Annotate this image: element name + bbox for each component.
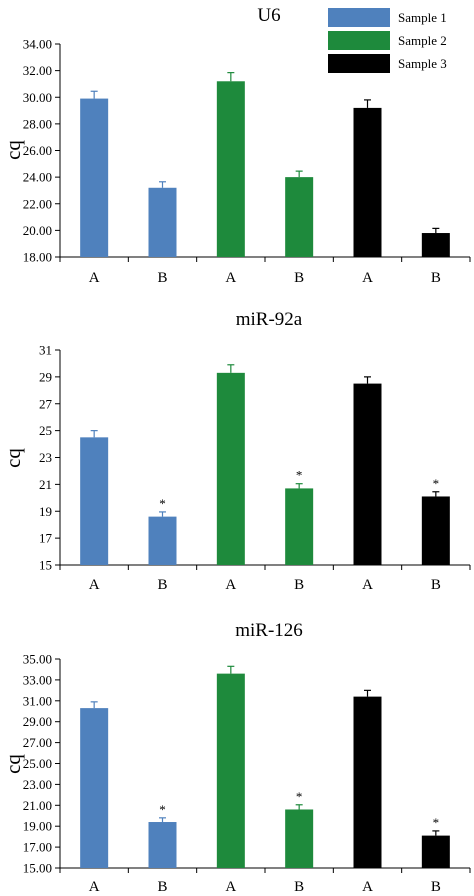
x-tick-label: B — [431, 270, 441, 286]
chart-panel-2: miR-92a cq 15 17 19 21 23 25 27 29 31 A * B A * B A * B — [1, 309, 471, 593]
bar-a-sample-2 — [216, 372, 245, 565]
bar-b-sample-3 — [421, 835, 450, 868]
y-tick-label: 23.00 — [23, 777, 52, 792]
legend: Sample 1 Sample 2 Sample 3 — [328, 8, 447, 73]
bar-b-sample-2 — [285, 488, 314, 565]
y-tick-label: 27 — [39, 396, 53, 411]
x-tick-label: A — [89, 879, 100, 895]
bar-b-sample-1 — [148, 822, 177, 868]
y-tick-label: 25.00 — [23, 756, 52, 771]
chart-panel-1: U6 cq 18.00 20.00 22.00 24.00 26.00 28.00 30.00 3… — [1, 5, 471, 286]
bar-b-sample-1 — [148, 187, 177, 257]
y-tick-label: 26.00 — [23, 143, 52, 158]
x-tick-label: A — [362, 270, 373, 286]
y-tick-label: 31.00 — [23, 693, 52, 708]
chart-title: U6 — [257, 5, 280, 26]
x-tick-label: A — [362, 879, 373, 895]
significance-marker: * — [296, 468, 303, 483]
x-tick-label: A — [225, 270, 236, 286]
bar-b-sample-3 — [421, 233, 450, 257]
y-tick-label: 18.00 — [23, 250, 52, 265]
y-axis-label: cq — [1, 754, 25, 774]
y-tick-label: 32.00 — [23, 63, 52, 78]
y-tick-label: 29 — [39, 369, 52, 384]
bar-a-sample-3 — [353, 696, 382, 868]
y-tick-label: 24.00 — [23, 170, 52, 185]
legend-item: Sample 1 — [328, 8, 447, 27]
y-tick-label: 34.00 — [23, 37, 52, 52]
x-tick-label: B — [157, 577, 167, 593]
y-tick-label: 25 — [39, 423, 52, 438]
y-tick-label: 17 — [39, 531, 53, 546]
x-tick-label: B — [157, 270, 167, 286]
y-axis-label: cq — [1, 448, 25, 468]
bar-a-sample-1 — [80, 708, 109, 868]
chart-title: miR-92a — [236, 309, 303, 330]
bar-a-sample-1 — [80, 437, 109, 565]
x-tick-label: B — [294, 270, 304, 286]
y-tick-label: 20.00 — [23, 223, 52, 238]
y-axis-label: cq — [1, 140, 25, 160]
significance-marker: * — [433, 476, 440, 491]
bar-a-sample-2 — [216, 673, 245, 868]
y-tick-label: 28.00 — [23, 116, 52, 131]
significance-marker: * — [296, 789, 303, 804]
legend-label: Sample 1 — [398, 10, 447, 25]
legend-item: Sample 3 — [328, 54, 447, 73]
legend-label: Sample 3 — [398, 56, 447, 71]
chart-panel-3: miR-126 cq 15.00 17.00 19.00 21.00 23.00 25.00 2… — [1, 620, 471, 895]
y-tick-label: 23 — [39, 450, 52, 465]
bar-a-sample-1 — [80, 98, 109, 257]
bar-a-sample-2 — [216, 81, 245, 258]
legend-swatch — [328, 54, 390, 73]
legend-swatch — [328, 8, 390, 27]
x-tick-label: A — [89, 577, 100, 593]
y-tick-label: 30.00 — [23, 90, 52, 105]
y-tick-label: 15 — [39, 558, 52, 573]
x-tick-label: A — [225, 879, 236, 895]
x-tick-label: B — [294, 577, 304, 593]
legend-item: Sample 2 — [328, 31, 447, 50]
y-tick-label: 17.00 — [23, 840, 52, 855]
y-tick-label: 21.00 — [23, 798, 52, 813]
x-tick-label: B — [431, 577, 441, 593]
chart-title: miR-126 — [235, 620, 303, 641]
y-tick-label: 27.00 — [23, 735, 52, 750]
x-tick-label: A — [225, 577, 236, 593]
y-tick-label: 19 — [39, 504, 52, 519]
x-tick-label: B — [294, 879, 304, 895]
bar-a-sample-3 — [353, 383, 382, 565]
legend-label: Sample 2 — [398, 33, 447, 48]
y-tick-label: 22.00 — [23, 196, 52, 211]
significance-marker: * — [433, 815, 440, 830]
bar-b-sample-2 — [285, 177, 314, 257]
y-tick-label: 19.00 — [23, 819, 52, 834]
y-tick-label: 21 — [39, 477, 52, 492]
bar-b-sample-1 — [148, 516, 177, 565]
y-tick-label: 15.00 — [23, 861, 52, 876]
significance-marker: * — [159, 496, 166, 511]
significance-marker: * — [159, 802, 166, 817]
x-tick-label: A — [362, 577, 373, 593]
y-tick-label: 33.00 — [23, 672, 52, 687]
y-tick-label: 35.00 — [23, 652, 52, 667]
x-tick-label: B — [157, 879, 167, 895]
x-tick-label: B — [431, 879, 441, 895]
y-tick-label: 31 — [39, 343, 52, 358]
bar-b-sample-2 — [285, 809, 314, 868]
y-tick-label: 29.00 — [23, 714, 52, 729]
bar-a-sample-3 — [353, 107, 382, 258]
bar-b-sample-3 — [421, 496, 450, 565]
legend-swatch — [328, 31, 390, 50]
x-tick-label: A — [89, 270, 100, 286]
